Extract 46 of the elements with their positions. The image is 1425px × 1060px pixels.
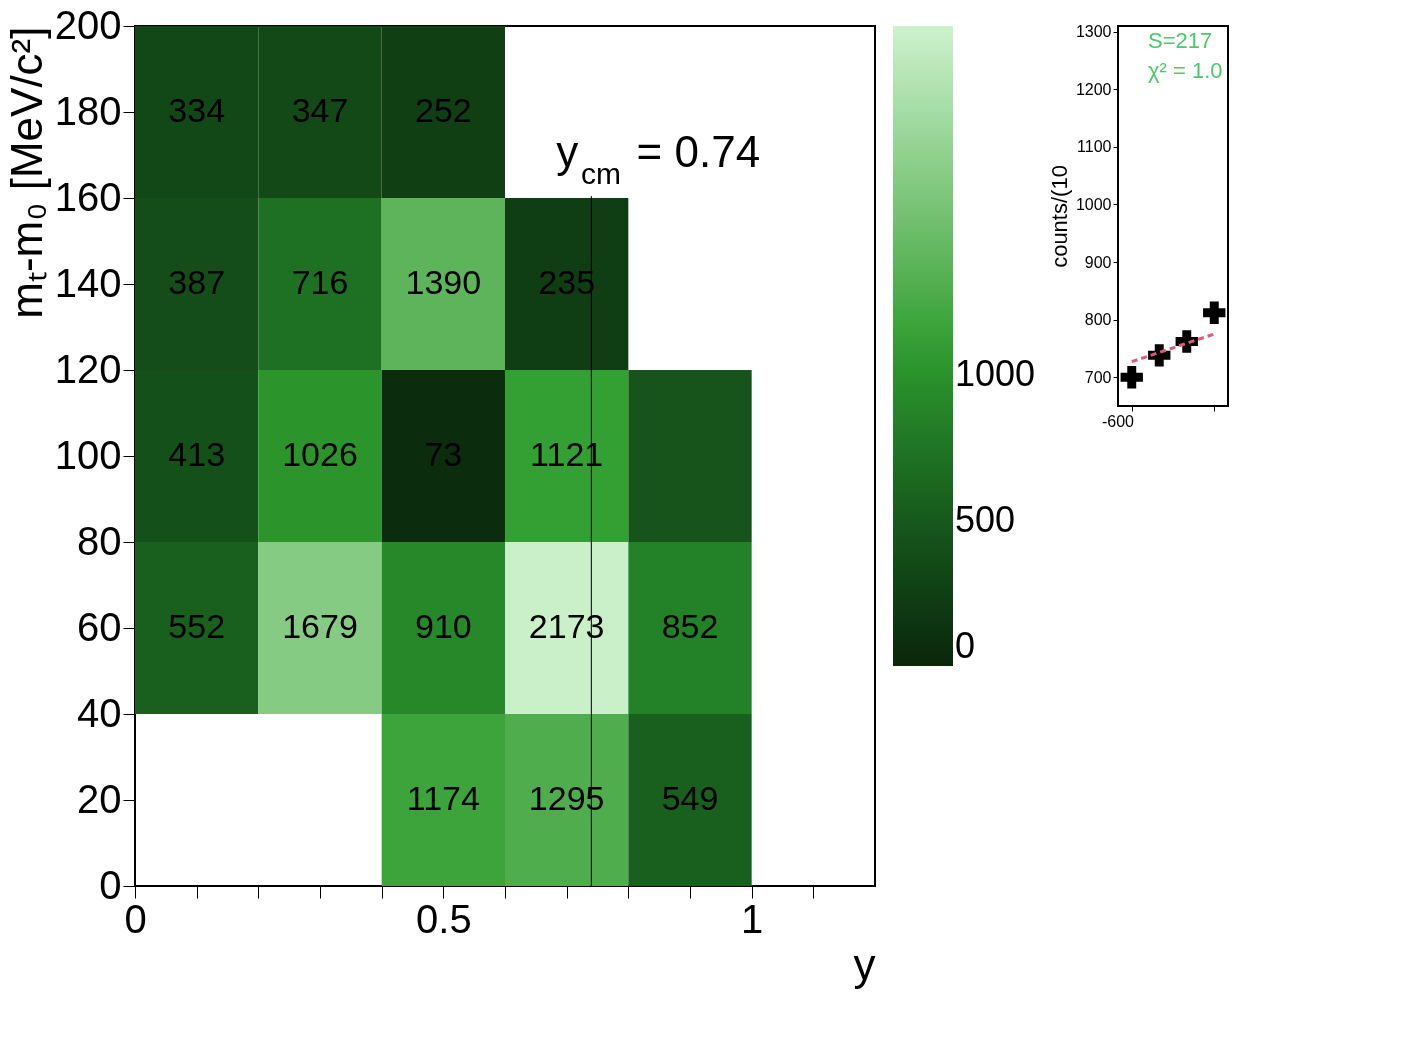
x-axis-title: y xyxy=(853,939,876,989)
data-label: 235 xyxy=(538,263,596,301)
data-label: 387 xyxy=(168,263,226,301)
text: -600 xyxy=(1101,413,1135,430)
annotation: S=217 xyxy=(1148,28,1213,53)
color-bar-label: 0 xyxy=(955,625,976,666)
color-bar-label: 1000 xyxy=(955,353,1036,395)
y-tick-label: 700 xyxy=(1084,368,1112,386)
y-tick-label: 60 xyxy=(77,604,122,649)
y-tick-label: 100 xyxy=(54,432,122,477)
data-label: 910 xyxy=(414,607,472,645)
data-label: 716 xyxy=(291,263,349,301)
data-label: 1026 xyxy=(282,435,358,473)
x-tick-label: 1 xyxy=(741,896,764,941)
y-tick-label: 120 xyxy=(54,346,122,391)
data-label: 1390 xyxy=(405,263,482,301)
color-bar-label: 500 xyxy=(955,498,1016,540)
y-tick-label: 160 xyxy=(54,174,122,219)
y-tick-label: 1100 xyxy=(1077,138,1112,156)
y-tick-label: 900 xyxy=(1084,253,1112,271)
y-tick-label: 40 xyxy=(77,690,122,735)
data-label: 334 xyxy=(168,91,226,129)
data-label: 1679 xyxy=(282,607,358,645)
data-label: 549 xyxy=(661,779,719,817)
data-label: 852 xyxy=(661,607,719,645)
y-tick-label: 140 xyxy=(54,260,122,305)
annotation: χ² = 1.0 xyxy=(1148,58,1223,83)
y-tick-label: 1000 xyxy=(1075,195,1112,213)
y-tick-label: 0 xyxy=(99,862,122,907)
y-tick-label: 80 xyxy=(77,518,122,563)
y-tick-label: 200 xyxy=(54,2,122,47)
y-tick-label: 180 xyxy=(54,88,122,133)
point xyxy=(1203,301,1226,324)
point xyxy=(1120,366,1143,389)
data-label: 552 xyxy=(168,607,226,645)
data-label: 1174 xyxy=(406,779,480,817)
y-tick-label: 1200 xyxy=(1075,80,1112,98)
data-label: 252 xyxy=(414,91,472,129)
x-tick-label: 0.5 xyxy=(416,896,472,941)
y-tick-label: 20 xyxy=(77,776,122,821)
y-tick-label: 800 xyxy=(1084,311,1112,329)
y-axis-title: mₜ-m₀ [MeV/c²] xyxy=(1,26,51,319)
y-axis-title: counts/(10 xyxy=(1046,165,1072,268)
y-tick-label: 1300 xyxy=(1075,23,1112,41)
data-label: 347 xyxy=(291,91,349,129)
data-label: 413 xyxy=(168,435,226,473)
